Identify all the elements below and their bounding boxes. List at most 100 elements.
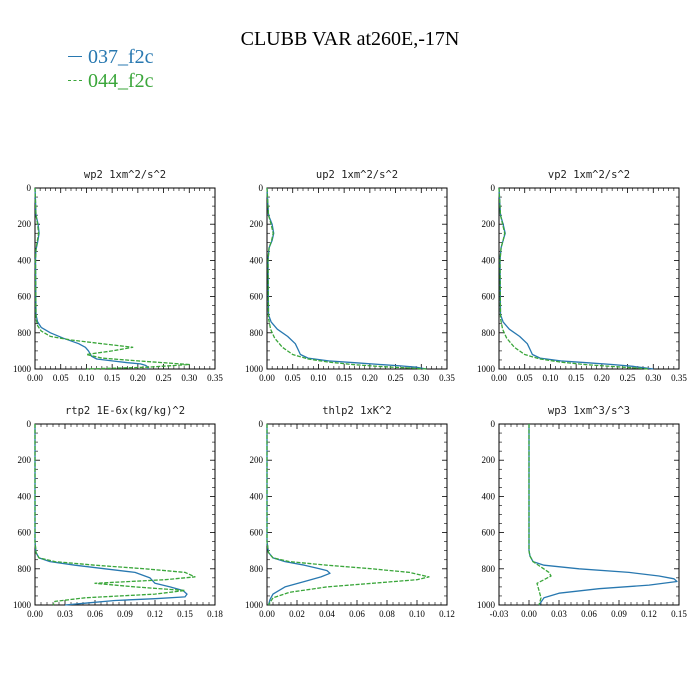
panel-title: rtp2 1E-6x(kg/kg)^2 [65,405,185,417]
y-tick-label: 0 [491,419,496,429]
y-tick-label: 800 [482,328,496,338]
y-tick-label: 1000 [477,600,496,610]
legend-item-037: 037_f2c [68,46,154,69]
panel-title: thlp2 1xK^2 [322,405,392,417]
panel-title: wp2 1xm^2/s^2 [84,169,166,181]
x-tick-label: 0.30 [413,373,429,383]
x-tick-label: 0.00 [27,373,43,383]
y-tick-label: 200 [250,219,264,229]
x-tick-label: 0.15 [104,373,120,383]
y-tick-label: 200 [18,455,32,465]
series-line-044_f2c [34,187,190,370]
y-tick-label: 1000 [245,600,264,610]
plot-frame [34,187,216,370]
series-line-037_f2c [528,424,678,606]
x-tick-label: 0.09 [611,609,627,619]
x-tick-label: 0.18 [207,609,223,619]
x-tick-label: 0.05 [53,373,69,383]
x-tick-label: 0.15 [177,609,193,619]
x-tick-label: 0.12 [439,609,455,619]
series-line-037_f2c [34,424,188,606]
legend-label: 037_f2c [88,46,154,68]
series-line-044_f2c [34,424,196,606]
x-tick-label: 0.00 [259,373,275,383]
y-tick-label: 600 [250,528,264,538]
series-line-044_f2c [266,187,427,370]
x-tick-label: 0.20 [130,373,146,383]
x-tick-label: 0.06 [581,609,597,619]
x-tick-label: 0.25 [620,373,636,383]
y-tick-label: 400 [482,255,496,265]
x-tick-label: 0.04 [319,609,335,619]
y-tick-label: 800 [482,564,496,574]
x-tick-label: 0.30 [181,373,197,383]
y-tick-label: 1000 [245,364,264,374]
x-tick-label: 0.15 [568,373,584,383]
y-tick-label: 1000 [477,364,496,374]
y-tick-label: 200 [482,219,496,229]
x-tick-label: 0.03 [57,609,73,619]
x-tick-label: 0.10 [409,609,425,619]
y-tick-label: 800 [250,564,264,574]
y-tick-label: 400 [482,491,496,501]
y-tick-label: 1000 [13,364,32,374]
x-tick-label: 0.00 [521,609,537,619]
x-tick-label: 0.12 [147,609,163,619]
series-line-037_f2c [34,187,149,369]
x-tick-label: 0.05 [517,373,533,383]
y-tick-label: 0 [259,183,264,193]
legend-label: 044_f2c [88,70,154,92]
y-tick-label: 200 [250,455,264,465]
y-tick-label: 200 [482,455,496,465]
x-tick-label: 0.06 [349,609,365,619]
y-tick-label: 600 [250,292,264,302]
x-tick-label: 0.35 [439,373,455,383]
x-tick-label: 0.15 [671,609,687,619]
x-tick-label: 0.10 [79,373,95,383]
y-tick-label: 400 [18,491,32,501]
series-line-044_f2c [266,424,430,606]
x-tick-label: 0.10 [543,373,559,383]
x-tick-label: 0.03 [551,609,567,619]
x-tick-label: 0.25 [156,373,172,383]
y-tick-label: 600 [18,528,32,538]
panel-title: wp3 1xm^3/s^3 [548,405,630,417]
x-tick-label: 0.15 [336,373,352,383]
x-tick-label: -0.03 [490,609,509,619]
y-tick-label: 200 [18,219,32,229]
x-tick-label: 0.20 [594,373,610,383]
x-tick-label: 0.05 [285,373,301,383]
x-tick-label: 0.00 [491,373,507,383]
y-tick-label: 800 [250,328,264,338]
y-tick-label: 0 [491,183,496,193]
chart-panel: rtp2 1E-6x(kg/kg)^2 0 200 400 600 800 10000.00… [13,405,223,619]
x-tick-label: 0.10 [311,373,327,383]
x-tick-label: 0.02 [289,609,305,619]
series-line-037_f2c [266,424,331,606]
x-tick-label: 0.08 [379,609,395,619]
series-line-044_f2c [528,424,552,606]
panel-title: vp2 1xm^2/s^2 [548,169,630,181]
y-tick-label: 800 [18,328,32,338]
chart-panel: wp3 1xm^3/s^3 0 200 400 600 800 1000-0.03 0.00 0… [477,405,687,619]
legend-line-icon [68,55,82,57]
figure-title: CLUBB VAR at260E,-17N [240,28,460,50]
y-tick-label: 0 [27,183,32,193]
x-tick-label: 0.30 [645,373,661,383]
y-tick-label: 400 [250,491,264,501]
series-line-044_f2c [498,187,649,370]
y-tick-label: 1000 [13,600,32,610]
y-tick-label: 400 [18,255,32,265]
plot-frame [266,423,448,606]
x-tick-label: 0.09 [117,609,133,619]
y-tick-label: 400 [250,255,264,265]
x-tick-label: 0.20 [362,373,378,383]
plot-frame [498,423,680,606]
y-tick-label: 600 [482,292,496,302]
legend-item-044: 044_f2c [68,70,154,93]
